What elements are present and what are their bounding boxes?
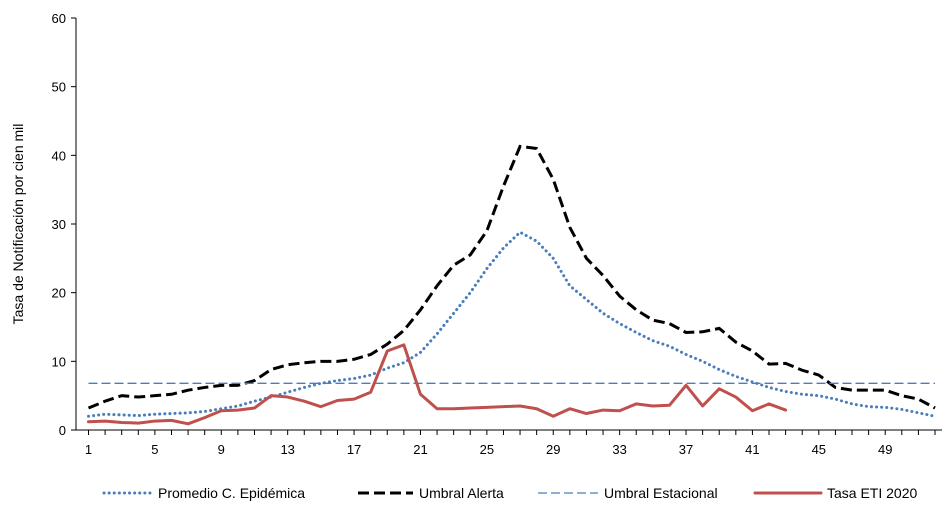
legend: Promedio C. Epidémica Umbral Alerta Umbral…: [102, 485, 917, 501]
y-axis-title: Tasa de Notificación por cien mil: [10, 124, 26, 325]
series-line-umbral-alerta: [87, 144, 936, 410]
x-tick-label: 41: [745, 442, 759, 457]
x-tick-label: 33: [612, 442, 626, 457]
series-line-tasa-eti-2020: [87, 343, 788, 426]
legend-label-promedio-c-epid-mica: Promedio C. Epidémica: [158, 485, 305, 501]
series-line-promedio-c-epid-mica: [87, 230, 937, 418]
x-tick-label: 37: [679, 442, 693, 457]
x-tick-label: 17: [347, 442, 361, 457]
x-tick-label: 25: [480, 442, 494, 457]
y-tick-label: 0: [59, 423, 66, 438]
x-tick-label: 1: [85, 442, 92, 457]
legend-label-umbral-estacional: Umbral Estacional: [604, 485, 718, 501]
x-tick-label: 29: [546, 442, 560, 457]
y-tick-label: 50: [52, 80, 66, 95]
x-tick-label: 13: [280, 442, 294, 457]
x-tick-label: 45: [812, 442, 826, 457]
legend-label-umbral-alerta: Umbral Alerta: [419, 485, 504, 501]
y-tick-label: 40: [52, 148, 66, 163]
x-tick-label: 5: [151, 442, 158, 457]
y-tick-label: 20: [52, 286, 66, 301]
x-tick-label: 21: [413, 442, 427, 457]
axes: [75, 18, 942, 431]
x-tick-label: 49: [878, 442, 892, 457]
y-tick-label: 30: [52, 217, 66, 232]
x-tick-label: 9: [218, 442, 225, 457]
x-axis-ticks: 1 5 9 13 17 21 25 29 33 37 41 45 49: [85, 430, 936, 457]
series-layer: [87, 144, 937, 426]
y-tick-label: 10: [52, 354, 66, 369]
legend-label-tasa-eti-2020: Tasa ETI 2020: [827, 485, 917, 501]
y-axis-ticks: 0 10 20 30 40 50 60: [52, 11, 76, 438]
y-tick-label: 60: [52, 11, 66, 26]
